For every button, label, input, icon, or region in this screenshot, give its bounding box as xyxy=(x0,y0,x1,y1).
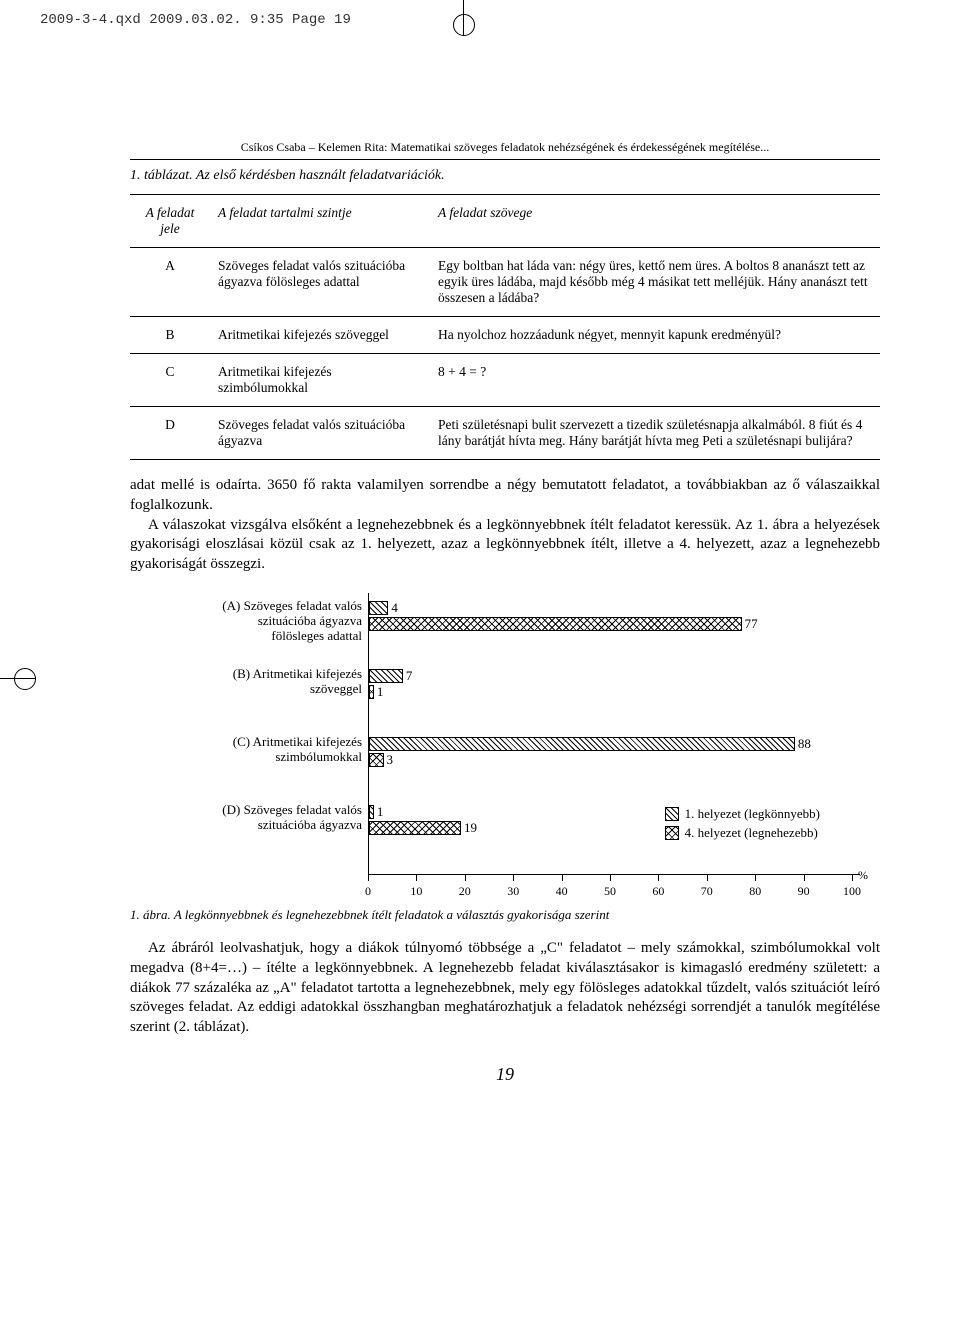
cell-text: Egy boltban hat láda van: négy üres, ket… xyxy=(430,248,880,317)
table-row: B Aritmetikai kifejezés szöveggel Ha nyo… xyxy=(130,317,880,354)
x-tick-label: 40 xyxy=(556,884,568,899)
page-number: 19 xyxy=(130,1064,880,1085)
legend-label: 4. helyezet (legnehezebb) xyxy=(685,823,818,843)
bar-value-label: 88 xyxy=(798,736,811,752)
table-row: A Szöveges feladat valós szituációba ágy… xyxy=(130,248,880,317)
col-header: A feladat jele xyxy=(130,195,210,248)
x-tick-label: 20 xyxy=(459,884,471,899)
cell-code: D xyxy=(130,407,210,460)
paragraph: adat mellé is odaírta. 3650 fő rakta val… xyxy=(130,476,880,516)
bar-value-label: 19 xyxy=(464,820,477,836)
table-caption: 1. táblázat. Az első kérdésben használt … xyxy=(130,168,880,184)
x-tick-label: 80 xyxy=(749,884,761,899)
cell-text: Peti születésnapi bulit szervezett a tiz… xyxy=(430,407,880,460)
body-text-2: Az ábráról leolvashatjuk, hogy a diákok … xyxy=(130,939,880,1038)
x-tick-label: 100 xyxy=(843,884,861,899)
legend-item: 4. helyezet (legnehezebb) xyxy=(665,823,820,843)
cell-level: Aritmetikai kifejezés szöveggel xyxy=(210,317,430,354)
bar-value-label: 77 xyxy=(745,616,758,632)
col-header: A feladat tartalmi szintje xyxy=(210,195,430,248)
cell-code: C xyxy=(130,354,210,407)
bar-value-label: 1 xyxy=(377,804,384,820)
paragraph: Az ábráról leolvashatjuk, hogy a diákok … xyxy=(130,939,880,1038)
x-tick xyxy=(513,875,514,881)
x-tick xyxy=(368,875,369,881)
x-tick-label: 60 xyxy=(652,884,664,899)
chart-bar xyxy=(369,753,384,767)
x-tick-label: 90 xyxy=(798,884,810,899)
body-text-1: adat mellé is odaírta. 3650 fő rakta val… xyxy=(130,476,880,575)
legend-swatch xyxy=(665,807,679,821)
x-tick xyxy=(804,875,805,881)
figure-caption: 1. ábra. A legkönnyebbnek és legnehezebb… xyxy=(130,907,880,923)
category-label: (A) Szöveges feladat valósszituációba ág… xyxy=(130,599,368,644)
chart-bar xyxy=(369,601,388,615)
chart-bar xyxy=(369,669,403,683)
chart-bar xyxy=(369,805,374,819)
chart-bar xyxy=(369,617,742,631)
x-tick xyxy=(562,875,563,881)
task-table: A feladat jele A feladat tartalmi szintj… xyxy=(130,194,880,460)
chart-legend: 1. helyezet (legkönnyebb)4. helyezet (le… xyxy=(665,804,820,843)
category-label: (B) Aritmetikai kifejezésszöveggel xyxy=(130,667,368,697)
category-label: (C) Aritmetikai kifejezésszimbólumokkal xyxy=(130,735,368,765)
chart-bar xyxy=(369,685,374,699)
bar-value-label: 3 xyxy=(387,752,394,768)
col-header: A feladat szövege xyxy=(430,195,880,248)
x-tick-label: 50 xyxy=(604,884,616,899)
x-axis-unit: % xyxy=(858,868,868,883)
bar-value-label: 1 xyxy=(377,684,384,700)
cell-level: Aritmetikai kifejezés szimbólumokkal xyxy=(210,354,430,407)
legend-item: 1. helyezet (legkönnyebb) xyxy=(665,804,820,824)
x-tick xyxy=(707,875,708,881)
x-tick-label: 0 xyxy=(365,884,371,899)
cell-text: 8 + 4 = ? xyxy=(430,354,880,407)
cell-code: A xyxy=(130,248,210,317)
bar-value-label: 4 xyxy=(391,600,398,616)
x-tick xyxy=(852,875,853,881)
x-tick xyxy=(755,875,756,881)
legend-swatch xyxy=(665,826,679,840)
cell-text: Ha nyolchoz hozzáadunk négyet, mennyit k… xyxy=(430,317,880,354)
crop-mark-top xyxy=(455,0,473,36)
figure-1-chart: 0 10 20 30 40 50 60 70 80 90 100% (A) Szöveges fela… xyxy=(130,593,870,903)
cell-level: Szöveges feladat valós szituációba ágyaz… xyxy=(210,407,430,460)
x-tick xyxy=(465,875,466,881)
paragraph: A válaszokat vizsgálva elsőként a legneh… xyxy=(130,516,880,575)
cell-code: B xyxy=(130,317,210,354)
x-tick xyxy=(416,875,417,881)
x-tick-label: 30 xyxy=(507,884,519,899)
legend-label: 1. helyezet (legkönnyebb) xyxy=(685,804,820,824)
category-label: (D) Szöveges feladat valósszituációba ág… xyxy=(130,803,368,833)
chart-bar xyxy=(369,737,795,751)
bar-value-label: 7 xyxy=(406,668,413,684)
page-content: Csíkos Csaba – Kelemen Rita: Matematikai… xyxy=(130,140,880,1085)
table-header-row: A feladat jele A feladat tartalmi szintj… xyxy=(130,195,880,248)
x-tick xyxy=(658,875,659,881)
crop-mark-left xyxy=(0,670,36,688)
running-head: Csíkos Csaba – Kelemen Rita: Matematikai… xyxy=(130,140,880,160)
cell-level: Szöveges feladat valós szituációba ágyaz… xyxy=(210,248,430,317)
x-tick-label: 70 xyxy=(701,884,713,899)
x-tick xyxy=(610,875,611,881)
table-row: C Aritmetikai kifejezés szimbólumokkal 8… xyxy=(130,354,880,407)
table-row: D Szöveges feladat valós szituációba ágy… xyxy=(130,407,880,460)
chart-bar xyxy=(369,821,461,835)
print-header: 2009-3-4.qxd 2009.03.02. 9:35 Page 19 xyxy=(40,12,351,28)
x-axis xyxy=(368,874,860,875)
x-tick-label: 10 xyxy=(410,884,422,899)
